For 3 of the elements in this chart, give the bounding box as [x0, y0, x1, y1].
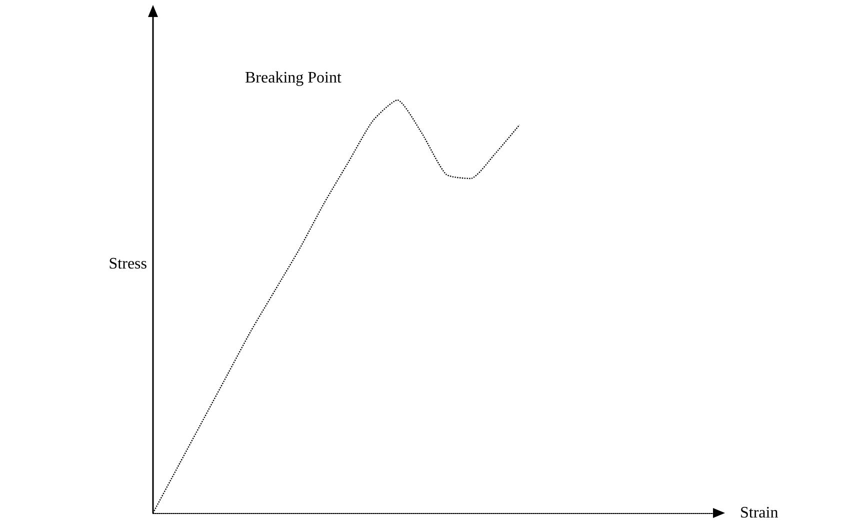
y-axis-title: Stress	[108, 256, 147, 272]
x-axis-title: Strain	[740, 504, 778, 522]
text: Breaking Point	[245, 70, 342, 86]
